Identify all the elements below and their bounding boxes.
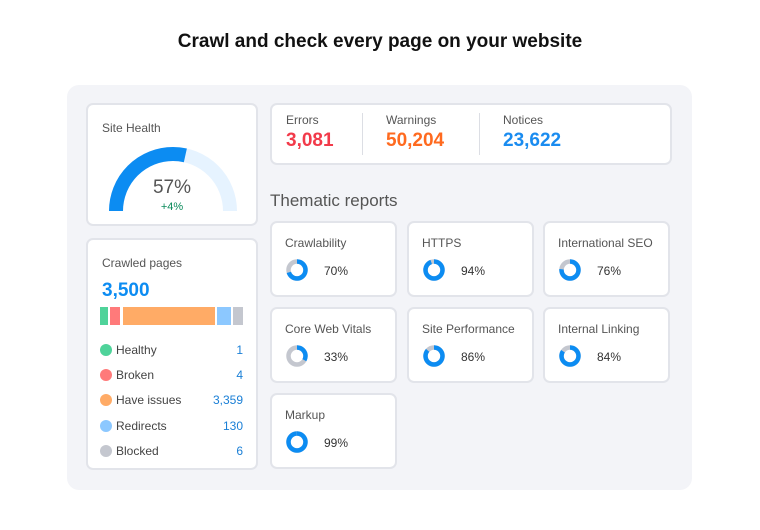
- site-health-gauge: [109, 147, 237, 212]
- issues-card: Errors 3,081 Warnings 50,204 Notices 23,622: [270, 103, 672, 165]
- site-health-label: Site Health: [102, 121, 161, 135]
- crawled-pages-label: Crawled pages: [102, 256, 183, 270]
- crawled-pages-total: 3,500: [102, 280, 150, 301]
- report-value: 86%: [461, 350, 486, 364]
- warnings-value: 50,204: [386, 130, 445, 151]
- notices-value: 23,622: [503, 130, 562, 151]
- site-health-card[interactable]: Site Health 57% +4%: [86, 103, 258, 226]
- crawled-pages-bar: [100, 307, 243, 325]
- report-value: 99%: [324, 436, 349, 450]
- report-donut-icon: [423, 259, 445, 281]
- report-value: 76%: [597, 264, 622, 278]
- report-label: Site Performance: [422, 322, 515, 336]
- report-label: Internal Linking: [558, 322, 640, 336]
- report-value: 70%: [324, 264, 349, 278]
- legend-item-broken[interactable]: Broken 4: [100, 362, 243, 387]
- legend-label: Blocked: [116, 443, 159, 458]
- legend-value[interactable]: 1: [236, 342, 243, 357]
- bar-segment-broken: [110, 307, 120, 325]
- report-value: 84%: [597, 350, 622, 364]
- legend-value[interactable]: 4: [236, 367, 243, 382]
- have-issues-dot-icon: [100, 394, 112, 407]
- legend-label: Have issues: [116, 393, 182, 408]
- report-donut-icon: [559, 259, 581, 281]
- legend-item-have-issues[interactable]: Have issues 3,359: [100, 388, 243, 413]
- legend-value[interactable]: 130: [222, 418, 243, 433]
- report-label: HTTPS: [422, 236, 462, 250]
- errors-label: Errors: [286, 113, 319, 127]
- report-card-https[interactable]: HTTPS 94%: [407, 221, 534, 297]
- thematic-reports-heading: Thematic reports: [270, 191, 398, 210]
- page-title: Crawl and check every page on your websi…: [177, 31, 583, 52]
- report-card-international-seo[interactable]: International SEO 76%: [543, 221, 670, 297]
- report-label: Markup: [285, 408, 326, 422]
- bar-segment-redirects: [217, 307, 231, 325]
- report-donut-icon: [286, 259, 308, 281]
- legend-label: Redirects: [116, 418, 167, 433]
- report-label: Crawlability: [285, 236, 347, 250]
- divider: [479, 113, 480, 155]
- report-value: 33%: [324, 350, 349, 364]
- notices-label: Notices: [503, 113, 544, 127]
- site-health-delta: +4%: [160, 201, 184, 213]
- report-value: 94%: [461, 264, 486, 278]
- report-card-core-web-vitals[interactable]: Core Web Vitals 33%: [270, 307, 397, 383]
- bar-segment-healthy: [100, 307, 108, 325]
- legend-label: Healthy: [116, 342, 157, 357]
- legend-item-redirects[interactable]: Redirects 130: [100, 413, 243, 438]
- report-label: Core Web Vitals: [285, 322, 372, 336]
- redirects-dot-icon: [100, 419, 112, 432]
- bar-segment-blocked: [233, 307, 243, 325]
- crawled-pages-legend: Healthy 1 Broken 4 Have issues 3,359 Redire…: [100, 337, 243, 463]
- report-card-site-performance[interactable]: Site Performance 86%: [407, 307, 534, 383]
- legend-value[interactable]: 3,359: [212, 393, 243, 408]
- report-card-internal-linking[interactable]: Internal Linking 84%: [543, 307, 670, 383]
- errors-stat[interactable]: Errors 3,081: [286, 113, 334, 152]
- bar-segment-have-issues: [123, 307, 215, 325]
- blocked-dot-icon: [100, 444, 112, 457]
- legend-item-blocked[interactable]: Blocked 6: [100, 438, 243, 463]
- site-health-value: 57%: [152, 177, 192, 198]
- legend-item-healthy[interactable]: Healthy 1: [100, 337, 243, 362]
- report-donut-icon: [286, 431, 308, 453]
- healthy-dot-icon: [100, 343, 112, 356]
- divider: [362, 113, 363, 155]
- warnings-label: Warnings: [386, 113, 437, 127]
- errors-value: 3,081: [286, 130, 334, 151]
- broken-dot-icon: [100, 368, 112, 381]
- report-donut-icon: [286, 345, 308, 367]
- legend-label: Broken: [116, 367, 155, 382]
- report-card-crawlability[interactable]: Crawlability 70%: [270, 221, 397, 297]
- crawled-pages-card[interactable]: Crawled pages 3,500 Healthy 1 Broken 4 Hav…: [86, 238, 258, 470]
- warnings-stat[interactable]: Warnings 50,204: [386, 113, 444, 152]
- report-donut-icon: [423, 345, 445, 367]
- notices-stat[interactable]: Notices 23,622: [503, 113, 561, 152]
- report-label: International SEO: [558, 236, 653, 250]
- report-donut-icon: [559, 345, 581, 367]
- report-card-markup[interactable]: Markup 99%: [270, 393, 397, 469]
- legend-value[interactable]: 6: [236, 443, 243, 458]
